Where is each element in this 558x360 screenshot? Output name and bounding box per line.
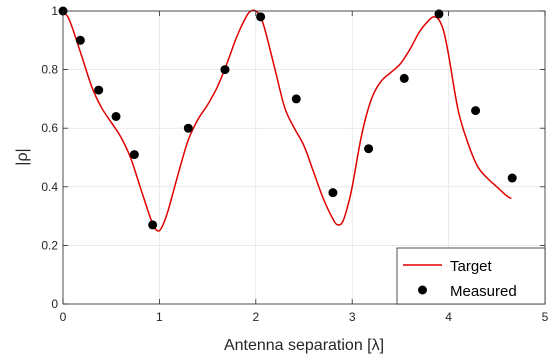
x-tick-labels: 0 1 2 3 4 5	[60, 310, 549, 324]
measured-point	[129, 150, 139, 160]
measured-point	[220, 65, 230, 75]
x-tick-label: 1	[156, 310, 163, 324]
legend-measured-marker	[418, 285, 427, 295]
y-tick-label: 0.4	[41, 180, 58, 194]
legend-target-label: Target	[450, 258, 493, 275]
measured-point	[256, 12, 266, 22]
y-axis-title: |ρ|	[14, 148, 31, 165]
y-tick-label: 0.8	[41, 63, 58, 77]
plot-border	[62, 10, 546, 305]
measured-point	[328, 188, 338, 198]
measured-point	[111, 111, 121, 121]
measured-point	[471, 106, 481, 116]
x-tick-label: 2	[252, 310, 259, 324]
y-tick-label: 0.2	[41, 238, 58, 252]
y-tick-label: 0	[51, 297, 58, 311]
x-axis-title: Antenna separation [λ]	[224, 337, 384, 354]
x-tick-label: 5	[542, 310, 549, 324]
y-tick-labels: 0 0.2 0.4 0.6 0.8 1	[41, 4, 58, 311]
y-tick-label: 1	[51, 4, 58, 18]
measured-point	[364, 144, 374, 154]
y-tick-label: 0.6	[41, 121, 58, 135]
series-layer	[58, 6, 517, 232]
measured-point	[434, 9, 444, 19]
measured-point	[183, 123, 193, 133]
legend: Target Measured	[396, 247, 546, 305]
measured-point	[507, 173, 517, 183]
x-tick-label: 3	[349, 310, 356, 324]
x-tick-label: 4	[445, 310, 452, 324]
measured-point	[291, 94, 301, 104]
measured-point	[399, 73, 409, 83]
measured-point	[94, 85, 104, 95]
measured-point	[148, 220, 158, 230]
legend-box	[396, 247, 546, 305]
legend-measured-label: Measured	[450, 283, 517, 300]
x-tick-label: 0	[60, 310, 67, 324]
measured-point	[75, 35, 85, 45]
